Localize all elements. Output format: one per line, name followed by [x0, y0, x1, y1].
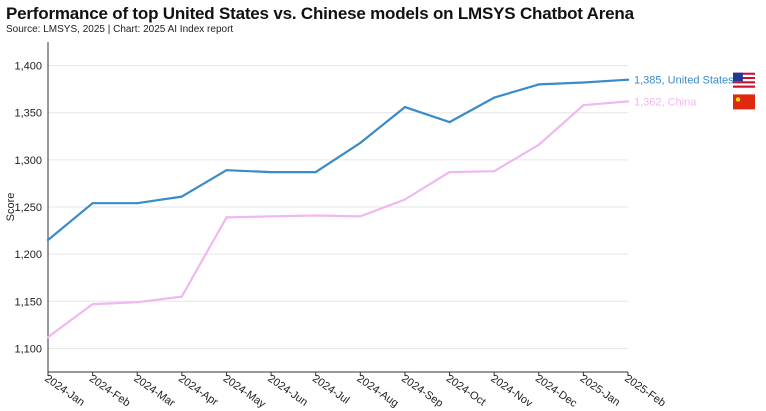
- flag-stripe: [733, 77, 755, 80]
- data-point: [46, 336, 50, 339]
- series-end-label: 1,385, United States: [634, 75, 734, 87]
- data-point: [403, 105, 407, 109]
- data-point: [136, 301, 139, 304]
- data-point: [582, 81, 585, 84]
- x-tick-label: 2024-Aug: [355, 373, 401, 410]
- data-point: [626, 100, 630, 103]
- data-point: [537, 83, 540, 86]
- data-point: [180, 195, 183, 198]
- x-tick-label: 2024-Apr: [176, 373, 220, 409]
- data-point: [359, 215, 362, 218]
- flag-stripe: [733, 72, 755, 75]
- x-tick-label: 2024-Nov: [488, 373, 534, 410]
- data-point: [582, 104, 585, 107]
- data-point: [359, 141, 362, 144]
- data-point: [91, 202, 94, 205]
- y-tick-label: 1,300: [14, 155, 42, 167]
- y-axis-label: Score: [5, 193, 17, 222]
- series-line-china: [46, 100, 630, 339]
- y-tick-label: 1,250: [14, 202, 42, 214]
- china-flag-icon: [733, 94, 755, 110]
- x-tick-label: 2024-Jun: [265, 373, 309, 409]
- data-point: [448, 121, 451, 124]
- series-line-united-states: [46, 78, 630, 242]
- y-tick-label: 1,100: [14, 343, 42, 355]
- data-point: [314, 171, 317, 174]
- series-end-label: 1,362, China: [634, 96, 697, 108]
- data-point: [314, 214, 317, 217]
- flag-star: [735, 97, 741, 102]
- flag-stripe: [733, 81, 755, 84]
- x-tick-label: 2024-Dec: [533, 373, 579, 410]
- data-point: [225, 216, 228, 219]
- x-tick-label: 2025-Jan: [578, 373, 622, 409]
- flag-stripe: [733, 74, 755, 77]
- us-flag-icon: [733, 72, 755, 88]
- flag-stripe: [733, 79, 755, 82]
- data-point: [269, 171, 273, 174]
- chart-title: Performance of top United States vs. Chi…: [6, 4, 634, 23]
- data-point: [46, 238, 50, 242]
- data-point: [180, 295, 183, 298]
- y-tick-label: 1,400: [14, 61, 42, 73]
- x-tick-label: 2024-Jan: [42, 373, 86, 409]
- data-point: [537, 143, 540, 146]
- flag-canton: [733, 72, 743, 82]
- flag-field: [733, 94, 755, 110]
- data-point: [493, 170, 496, 173]
- x-tick-label: 2024-Oct: [444, 373, 488, 409]
- y-tick-label: 1,150: [14, 296, 42, 308]
- x-tick-label: 2025-Feb: [622, 373, 667, 410]
- data-point: [136, 202, 139, 205]
- chart-source: Source: LMSYS, 2025 | Chart: 2025 AI Ind…: [6, 24, 234, 35]
- x-tick-label: 2024-Sep: [399, 373, 445, 410]
- y-tick-label: 1,200: [14, 249, 42, 261]
- x-tick-label: 2024-Jul: [310, 373, 351, 407]
- data-point: [91, 303, 94, 306]
- data-point: [225, 169, 228, 172]
- x-tick-label: 2024-Mar: [132, 373, 178, 410]
- flag-stripe: [733, 85, 755, 88]
- x-tick-label: 2024-Feb: [87, 373, 132, 410]
- x-tick-label: 2024-May: [221, 373, 268, 411]
- y-tick-label: 1,350: [14, 108, 42, 120]
- data-point: [448, 171, 451, 174]
- data-point: [403, 198, 407, 201]
- data-point: [493, 96, 496, 99]
- data-point: [269, 215, 273, 218]
- data-point: [626, 78, 630, 81]
- flag-stripe: [733, 83, 755, 86]
